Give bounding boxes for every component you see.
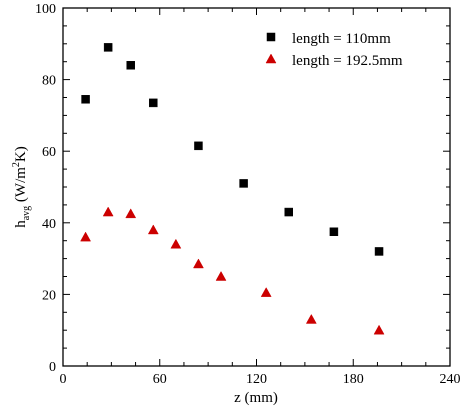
data-point-triangle — [260, 287, 272, 297]
legend-triangle-marker — [265, 53, 277, 64]
data-point-square — [149, 98, 158, 108]
series-length-192-5mm — [80, 206, 385, 335]
y-tick-label: 60 — [42, 145, 56, 160]
y-tick-label: 100 — [35, 2, 56, 17]
data-point-square — [81, 95, 90, 104]
series-length-110mm — [81, 43, 384, 256]
data-point-triangle — [147, 224, 159, 235]
legend-label-192-5mm: length = 192.5mm — [292, 53, 403, 69]
data-point-triangle — [305, 313, 317, 324]
legend-square-marker — [266, 32, 276, 42]
data-point-triangle — [373, 324, 385, 335]
x-tick-label: 240 — [440, 372, 461, 387]
x-tick-label: 180 — [343, 372, 364, 387]
x-tick-label: 60 — [153, 372, 167, 387]
data-point-triangle — [80, 231, 91, 242]
data-point-triangle — [170, 238, 182, 249]
x-axis-ticks: 0 60 120 180 240 — [60, 8, 461, 387]
y-axis-label-base: h — [13, 220, 29, 228]
data-point-square — [194, 141, 203, 151]
y-axis-label-units-prefix: (W/m — [13, 167, 29, 206]
y-tick-label: 40 — [42, 217, 56, 232]
data-point-triangle — [193, 258, 204, 269]
x-axis-label: z (mm) — [234, 390, 278, 406]
data-point-square — [126, 61, 135, 70]
legend-label-110mm: length = 110mm — [292, 31, 391, 47]
y-tick-label: 0 — [49, 360, 56, 375]
y-axis-label-subscript: avg — [21, 206, 32, 220]
y-axis-label: havg (W/m2K) — [11, 146, 32, 228]
data-point-triangle — [102, 206, 114, 217]
x-tick-label: 120 — [246, 372, 267, 387]
y-axis-ticks: 0 20 40 60 80 100 — [35, 2, 450, 375]
data-point-square — [284, 207, 293, 217]
data-point-triangle — [215, 270, 227, 281]
y-axis-label-units-suffix: K) — [13, 146, 29, 162]
data-point-square — [329, 227, 339, 236]
data-point-square — [374, 247, 384, 256]
data-series — [80, 43, 385, 335]
y-tick-label: 80 — [42, 74, 56, 89]
legend: length = 110mm length = 192.5mm — [265, 31, 403, 69]
data-point-square — [103, 43, 113, 52]
data-point-triangle — [125, 208, 137, 219]
data-point-square — [239, 179, 248, 188]
y-axis-label-superscript: 2 — [11, 162, 22, 167]
x-tick-label: 0 — [60, 372, 67, 387]
y-tick-label: 20 — [42, 288, 56, 303]
